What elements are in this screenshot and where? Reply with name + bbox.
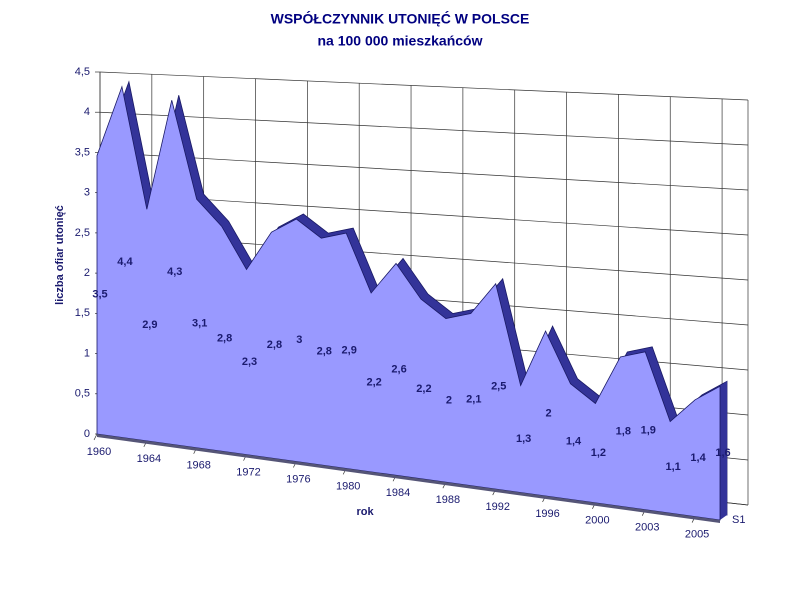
y-tick-label: 2 bbox=[84, 267, 90, 279]
data-label: 1,2 bbox=[591, 447, 606, 459]
y-tick-label: 0,5 bbox=[75, 388, 90, 400]
data-label: 2,9 bbox=[342, 345, 357, 357]
data-label: 4,3 bbox=[167, 266, 182, 278]
data-label: 2,9 bbox=[142, 319, 157, 331]
y-tick-label: 4 bbox=[84, 106, 90, 118]
data-label: 1,9 bbox=[641, 425, 656, 437]
data-label: 1,4 bbox=[566, 435, 582, 447]
x-tick-label: 1972 bbox=[236, 467, 260, 479]
data-label: 1,3 bbox=[516, 433, 531, 445]
x-tick-label: 1988 bbox=[436, 494, 460, 506]
data-label: 2 bbox=[446, 394, 452, 406]
x-tick-label: 2000 bbox=[585, 515, 609, 527]
area-end bbox=[720, 381, 727, 520]
data-label: 2,8 bbox=[217, 333, 232, 345]
grid-line bbox=[99, 152, 749, 191]
data-label: 1,4 bbox=[690, 452, 706, 464]
data-label: 2,1 bbox=[466, 393, 481, 405]
y-tick-label: 2,5 bbox=[75, 227, 90, 239]
data-label: 3,5 bbox=[92, 289, 107, 301]
series-label: S1 bbox=[732, 514, 745, 526]
x-tick-label: 2005 bbox=[685, 528, 709, 540]
chart-subtitle: na 100 000 mieszkańców bbox=[318, 33, 483, 49]
data-label: 3 bbox=[296, 334, 302, 346]
x-tick-label: 1984 bbox=[386, 487, 410, 499]
grid-line bbox=[99, 111, 749, 146]
data-label: 1,8 bbox=[616, 426, 631, 438]
data-label: 1,6 bbox=[715, 447, 730, 459]
data-label: 2,8 bbox=[267, 339, 282, 351]
x-tick-label: 1996 bbox=[535, 508, 559, 520]
data-label: 2 bbox=[545, 407, 551, 419]
y-tick-label: 4,5 bbox=[75, 66, 90, 78]
x-tick-label: 1964 bbox=[137, 453, 161, 465]
area bbox=[96, 85, 721, 521]
x-tick-label: 1968 bbox=[186, 460, 210, 472]
data-label: 2,8 bbox=[317, 345, 332, 357]
x-tick-label: 1960 bbox=[87, 446, 111, 458]
data-label: 2,5 bbox=[491, 380, 506, 392]
y-tick-label: 0 bbox=[84, 428, 90, 440]
chart-title: WSPÓŁCZYNNIK UTONIĘĆ W POLSCE bbox=[271, 10, 530, 27]
data-label: 2,6 bbox=[391, 363, 406, 375]
data-label: 2,3 bbox=[242, 356, 257, 368]
data-label: 1,1 bbox=[666, 461, 681, 473]
plot: 1960 1964 1968 1972 1976 1980 1984 1988 1992 1996… bbox=[87, 80, 745, 540]
data-label: 2,2 bbox=[366, 376, 381, 388]
x-axis-label: rok bbox=[356, 506, 374, 518]
x-tick-label: 1980 bbox=[336, 480, 360, 492]
y-axis-label: liczba ofiar utonięć bbox=[54, 205, 66, 305]
x-tick-label: 2003 bbox=[635, 522, 659, 534]
area-base bbox=[97, 434, 720, 523]
x-tick bbox=[93, 433, 98, 441]
grid-line bbox=[99, 71, 749, 101]
y-tick-label: 3 bbox=[84, 187, 90, 199]
y-tick-label: 3,5 bbox=[75, 146, 90, 158]
x-tick-label: 1976 bbox=[286, 473, 310, 485]
y-tick-label: 1,5 bbox=[75, 307, 90, 319]
x-tick-label: 1992 bbox=[485, 501, 509, 513]
y-tick-label: 1 bbox=[84, 347, 90, 359]
data-label: 4,4 bbox=[117, 256, 133, 268]
data-label: 3,1 bbox=[192, 317, 207, 329]
data-label: 2,2 bbox=[416, 383, 431, 395]
